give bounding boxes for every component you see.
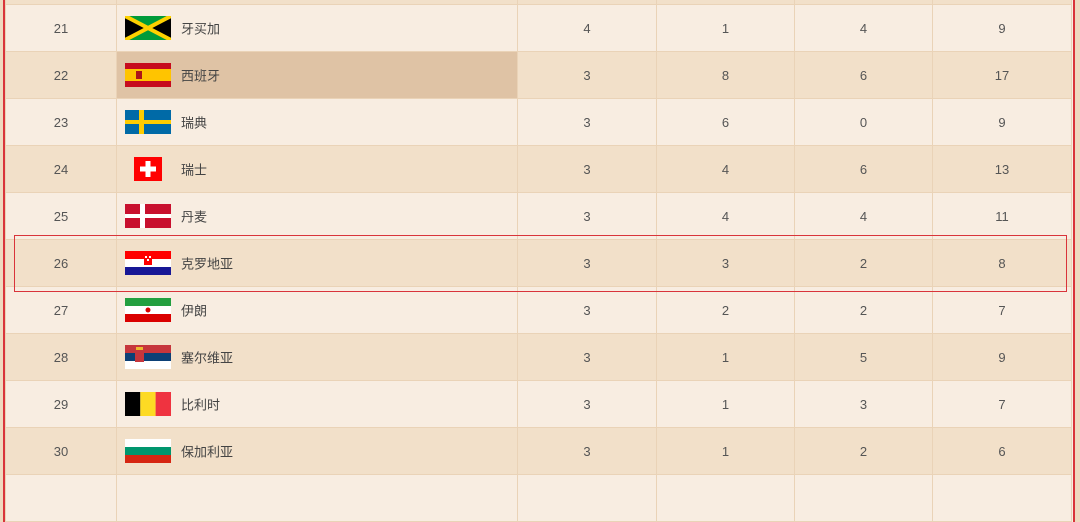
bronze-count: 2 (794, 286, 933, 334)
country-cell: 伊朗 (116, 286, 518, 334)
table-row[interactable]: 29 比利时 3 1 3 7 (5, 380, 1072, 428)
country-name: 塞尔维亚 (181, 350, 234, 366)
rank-cell: 23 (5, 98, 117, 146)
medal-table: 21 牙买加 4 1 4 9 22 西班牙 3 8 6 17 23 瑞典 3 6 0 9 24 瑞士 3 4 6 13 25 丹麦… (5, 0, 1072, 522)
country-name: 瑞典 (181, 115, 208, 131)
gold-count: 4 (517, 4, 657, 52)
country-cell: 牙买加 (116, 4, 518, 52)
silver-count: 2 (656, 286, 795, 334)
bronze-count: 6 (794, 51, 933, 99)
country-name: 丹麦 (181, 209, 208, 225)
table-row[interactable]: 27 伊朗 3 2 2 7 (5, 286, 1072, 334)
iran-flag-icon (125, 298, 171, 322)
silver-count: 1 (656, 427, 795, 475)
table-row[interactable]: 28 塞尔维亚 3 1 5 9 (5, 333, 1072, 381)
bronze-count: 4 (794, 192, 933, 240)
rank-cell: 29 (5, 380, 117, 428)
country-name: 牙买加 (181, 21, 221, 37)
gold-count: 3 (517, 145, 657, 193)
silver-count (656, 474, 795, 522)
country-cell: 比利时 (116, 380, 518, 428)
table-row[interactable]: 25 丹麦 3 4 4 11 (5, 192, 1072, 240)
total-count: 9 (932, 98, 1072, 146)
total-count: 11 (932, 192, 1072, 240)
rank-cell: 22 (5, 51, 117, 99)
total-count (932, 474, 1072, 522)
total-count: 9 (932, 4, 1072, 52)
rank-cell (5, 474, 117, 522)
total-count: 6 (932, 427, 1072, 475)
bronze-count: 4 (794, 4, 933, 52)
bronze-count (794, 474, 933, 522)
country-cell: 瑞典 (116, 98, 518, 146)
country-name: 克罗地亚 (181, 256, 234, 272)
country-name: 比利时 (181, 397, 221, 413)
gold-count: 3 (517, 98, 657, 146)
rank-cell: 28 (5, 333, 117, 381)
bronze-count: 3 (794, 380, 933, 428)
croatia-flag-icon (125, 251, 171, 275)
bronze-count: 6 (794, 145, 933, 193)
table-row[interactable]: 30 保加利亚 3 1 2 6 (5, 427, 1072, 475)
country-cell: 瑞士 (116, 145, 518, 193)
total-count: 7 (932, 286, 1072, 334)
jamaica-flag-icon (124, 14, 172, 42)
belgium-flag-icon (125, 392, 171, 416)
table-row[interactable]: 26 克罗地亚 3 3 2 8 (5, 239, 1072, 287)
table-row[interactable]: 21 牙买加 4 1 4 9 (5, 4, 1072, 52)
gold-count: 3 (517, 380, 657, 428)
total-count: 7 (932, 380, 1072, 428)
silver-count: 1 (656, 333, 795, 381)
rank-cell: 27 (5, 286, 117, 334)
bronze-count: 2 (794, 239, 933, 287)
country-cell: 保加利亚 (116, 427, 518, 475)
country-cell: 西班牙 (116, 51, 518, 99)
gold-count: 3 (517, 286, 657, 334)
serbia-flag-icon (125, 345, 171, 369)
rank-cell: 21 (5, 4, 117, 52)
medal-table-container: 21 牙买加 4 1 4 9 22 西班牙 3 8 6 17 23 瑞典 3 6 0 9 24 瑞士 3 4 6 13 25 丹麦… (3, 0, 1075, 522)
rank-cell: 30 (5, 427, 117, 475)
bronze-count: 0 (794, 98, 933, 146)
sweden-flag-icon (125, 110, 171, 134)
rank-cell: 26 (5, 239, 117, 287)
bronze-count: 5 (794, 333, 933, 381)
country-cell: 塞尔维亚 (116, 333, 518, 381)
total-count: 8 (932, 239, 1072, 287)
table-row[interactable]: 24 瑞士 3 4 6 13 (5, 145, 1072, 193)
country-cell: 丹麦 (116, 192, 518, 240)
silver-count: 4 (656, 145, 795, 193)
rank-cell: 24 (5, 145, 117, 193)
silver-count: 8 (656, 51, 795, 99)
country-name: 西班牙 (181, 68, 221, 84)
gold-count: 3 (517, 333, 657, 381)
total-count: 9 (932, 333, 1072, 381)
silver-count: 1 (656, 380, 795, 428)
gold-count (517, 474, 657, 522)
gold-count: 3 (517, 427, 657, 475)
gold-count: 3 (517, 239, 657, 287)
country-cell: 克罗地亚 (116, 239, 518, 287)
bulgaria-flag-icon (125, 439, 171, 463)
silver-count: 4 (656, 192, 795, 240)
silver-count: 6 (656, 98, 795, 146)
rank-cell: 25 (5, 192, 117, 240)
gold-count: 3 (517, 192, 657, 240)
bronze-count: 2 (794, 427, 933, 475)
total-count: 17 (932, 51, 1072, 99)
country-name: 伊朗 (181, 303, 208, 319)
country-name: 瑞士 (181, 162, 208, 178)
table-row[interactable] (5, 474, 1072, 522)
table-row[interactable]: 23 瑞典 3 6 0 9 (5, 98, 1072, 146)
silver-count: 3 (656, 239, 795, 287)
table-row[interactable]: 22 西班牙 3 8 6 17 (5, 51, 1072, 99)
silver-count: 1 (656, 4, 795, 52)
total-count: 13 (932, 145, 1072, 193)
gold-count: 3 (517, 51, 657, 99)
switzerland-flag-icon (125, 155, 171, 183)
spain-flag-icon (125, 63, 171, 87)
country-cell (116, 474, 518, 522)
country-name: 保加利亚 (181, 444, 234, 460)
denmark-flag-icon (125, 204, 171, 228)
